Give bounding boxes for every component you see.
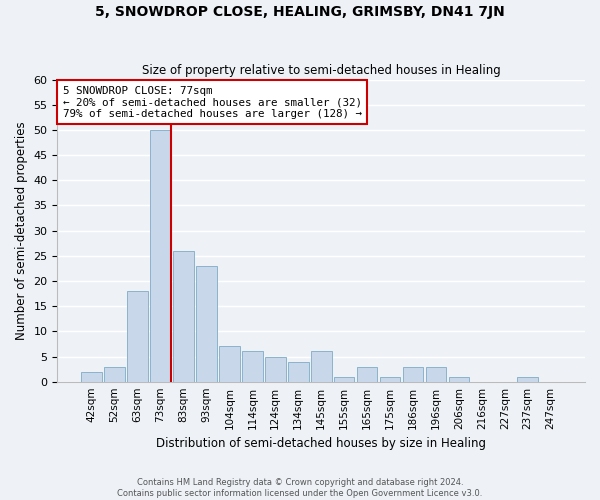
Bar bbox=[357, 366, 377, 382]
Bar bbox=[265, 356, 286, 382]
Y-axis label: Number of semi-detached properties: Number of semi-detached properties bbox=[15, 122, 28, 340]
Text: Contains HM Land Registry data © Crown copyright and database right 2024.
Contai: Contains HM Land Registry data © Crown c… bbox=[118, 478, 482, 498]
Bar bbox=[173, 251, 194, 382]
Bar bbox=[104, 366, 125, 382]
Bar bbox=[150, 130, 171, 382]
Bar bbox=[219, 346, 240, 382]
Bar bbox=[82, 372, 102, 382]
Bar bbox=[449, 376, 469, 382]
Bar bbox=[517, 376, 538, 382]
X-axis label: Distribution of semi-detached houses by size in Healing: Distribution of semi-detached houses by … bbox=[156, 437, 486, 450]
Bar bbox=[288, 362, 308, 382]
Title: Size of property relative to semi-detached houses in Healing: Size of property relative to semi-detach… bbox=[142, 64, 500, 77]
Bar bbox=[334, 376, 355, 382]
Bar bbox=[311, 352, 332, 382]
Bar bbox=[242, 352, 263, 382]
Bar bbox=[127, 291, 148, 382]
Bar bbox=[196, 266, 217, 382]
Text: 5 SNOWDROP CLOSE: 77sqm
← 20% of semi-detached houses are smaller (32)
79% of se: 5 SNOWDROP CLOSE: 77sqm ← 20% of semi-de… bbox=[62, 86, 362, 119]
Bar bbox=[380, 376, 400, 382]
Text: 5, SNOWDROP CLOSE, HEALING, GRIMSBY, DN41 7JN: 5, SNOWDROP CLOSE, HEALING, GRIMSBY, DN4… bbox=[95, 5, 505, 19]
Bar bbox=[403, 366, 424, 382]
Bar bbox=[425, 366, 446, 382]
